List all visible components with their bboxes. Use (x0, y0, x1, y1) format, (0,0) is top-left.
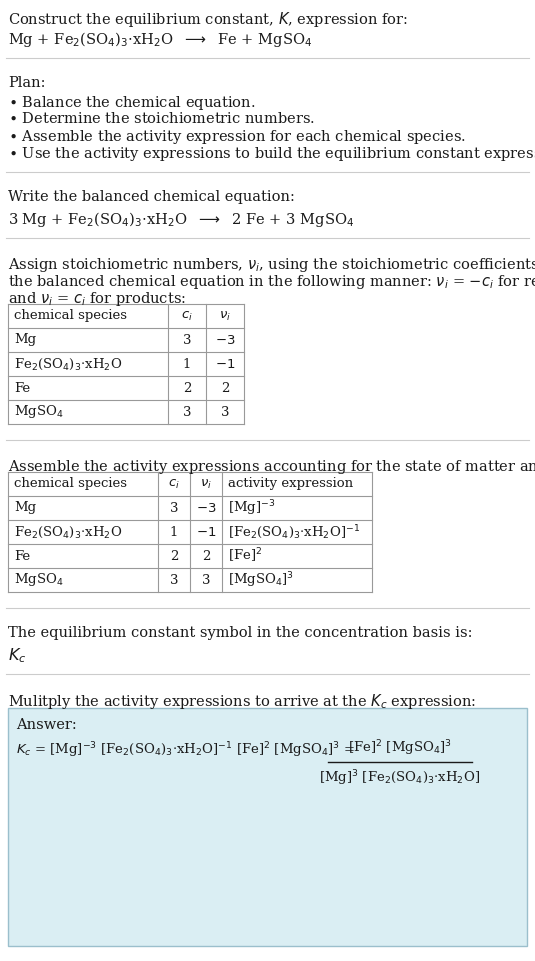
Text: Mg: Mg (14, 333, 36, 347)
Text: and $\nu_i$ = $c_i$ for products:: and $\nu_i$ = $c_i$ for products: (8, 290, 186, 308)
Text: Assemble the activity expressions accounting for the state of matter and $\nu_i$: Assemble the activity expressions accoun… (8, 458, 535, 476)
Text: Plan:: Plan: (8, 76, 45, 90)
Text: Fe: Fe (14, 382, 30, 395)
Text: Fe$_2$(SO$_4$)$_3$$\cdot$xH$_2$O: Fe$_2$(SO$_4$)$_3$$\cdot$xH$_2$O (14, 357, 122, 372)
Text: Fe: Fe (14, 550, 30, 562)
FancyBboxPatch shape (8, 708, 527, 946)
Text: 2: 2 (221, 382, 229, 395)
Text: [Mg]$^3$ [Fe$_2$(SO$_4$)$_3$$\cdot$xH$_2$O]: [Mg]$^3$ [Fe$_2$(SO$_4$)$_3$$\cdot$xH$_2… (319, 768, 480, 788)
Text: $\bullet$ Determine the stoichiometric numbers.: $\bullet$ Determine the stoichiometric n… (8, 111, 315, 126)
Text: Answer:: Answer: (16, 718, 77, 732)
Text: Fe$_2$(SO$_4$)$_3$$\cdot$xH$_2$O: Fe$_2$(SO$_4$)$_3$$\cdot$xH$_2$O (14, 525, 122, 539)
Text: $\nu_i$: $\nu_i$ (200, 478, 212, 490)
Text: chemical species: chemical species (14, 478, 127, 490)
Text: [Mg]$^{-3}$: [Mg]$^{-3}$ (228, 498, 276, 518)
Text: $\bullet$ Assemble the activity expression for each chemical species.: $\bullet$ Assemble the activity expressi… (8, 128, 466, 146)
Text: Mg: Mg (14, 502, 36, 514)
Text: [Fe]$^2$ [MgSO$_4$]$^3$: [Fe]$^2$ [MgSO$_4$]$^3$ (348, 738, 452, 758)
Text: chemical species: chemical species (14, 309, 127, 323)
Text: $K_c$ = [Mg]$^{-3}$ [Fe$_2$(SO$_4$)$_3$$\cdot$xH$_2$O]$^{-1}$ [Fe]$^2$ [MgSO$_4$: $K_c$ = [Mg]$^{-3}$ [Fe$_2$(SO$_4$)$_3$$… (16, 740, 355, 759)
Text: Construct the equilibrium constant, $K$, expression for:: Construct the equilibrium constant, $K$,… (8, 10, 408, 29)
Text: $-1$: $-1$ (196, 526, 216, 538)
Text: 3: 3 (183, 406, 191, 418)
Text: [Fe]$^2$: [Fe]$^2$ (228, 547, 262, 565)
Text: Assign stoichiometric numbers, $\nu_i$, using the stoichiometric coefficients, $: Assign stoichiometric numbers, $\nu_i$, … (8, 256, 535, 274)
Text: The equilibrium constant symbol in the concentration basis is:: The equilibrium constant symbol in the c… (8, 626, 472, 640)
Text: 1: 1 (170, 526, 178, 538)
Text: 3: 3 (183, 333, 191, 347)
Text: $-3$: $-3$ (215, 333, 235, 347)
Text: [Fe$_2$(SO$_4$)$_3$$\cdot$xH$_2$O]$^{-1}$: [Fe$_2$(SO$_4$)$_3$$\cdot$xH$_2$O]$^{-1}… (228, 523, 360, 541)
Text: 3: 3 (202, 574, 210, 586)
Text: 2: 2 (170, 550, 178, 562)
Text: 2: 2 (202, 550, 210, 562)
Text: [MgSO$_4$]$^3$: [MgSO$_4$]$^3$ (228, 570, 294, 590)
Text: 2: 2 (183, 382, 191, 395)
Text: $\bullet$ Balance the chemical equation.: $\bullet$ Balance the chemical equation. (8, 94, 255, 112)
Text: the balanced chemical equation in the following manner: $\nu_i$ = $-c_i$ for rea: the balanced chemical equation in the fo… (8, 273, 535, 291)
Text: $c_i$: $c_i$ (181, 309, 193, 323)
Text: 3: 3 (170, 502, 178, 514)
Text: Mulitply the activity expressions to arrive at the $K_c$ expression:: Mulitply the activity expressions to arr… (8, 692, 476, 711)
Text: 3 Mg + Fe$_2$(SO$_4$)$_3$$\cdot$xH$_2$O  $\longrightarrow$  2 Fe + 3 MgSO$_4$: 3 Mg + Fe$_2$(SO$_4$)$_3$$\cdot$xH$_2$O … (8, 210, 354, 229)
Text: activity expression: activity expression (228, 478, 353, 490)
Text: MgSO$_4$: MgSO$_4$ (14, 404, 64, 421)
Text: $K_c$: $K_c$ (8, 646, 26, 665)
Text: 1: 1 (183, 357, 191, 371)
Text: 3: 3 (170, 574, 178, 586)
Text: $-3$: $-3$ (196, 502, 216, 514)
Text: 3: 3 (221, 406, 230, 418)
Text: Mg + Fe$_2$(SO$_4$)$_3$$\cdot$xH$_2$O  $\longrightarrow$  Fe + MgSO$_4$: Mg + Fe$_2$(SO$_4$)$_3$$\cdot$xH$_2$O $\… (8, 30, 312, 49)
Text: MgSO$_4$: MgSO$_4$ (14, 572, 64, 588)
Text: $-1$: $-1$ (215, 357, 235, 371)
Text: $\bullet$ Use the activity expressions to build the equilibrium constant express: $\bullet$ Use the activity expressions t… (8, 145, 535, 163)
Text: Write the balanced chemical equation:: Write the balanced chemical equation: (8, 190, 295, 204)
Text: $c_i$: $c_i$ (168, 478, 180, 490)
Text: $\nu_i$: $\nu_i$ (219, 309, 231, 323)
